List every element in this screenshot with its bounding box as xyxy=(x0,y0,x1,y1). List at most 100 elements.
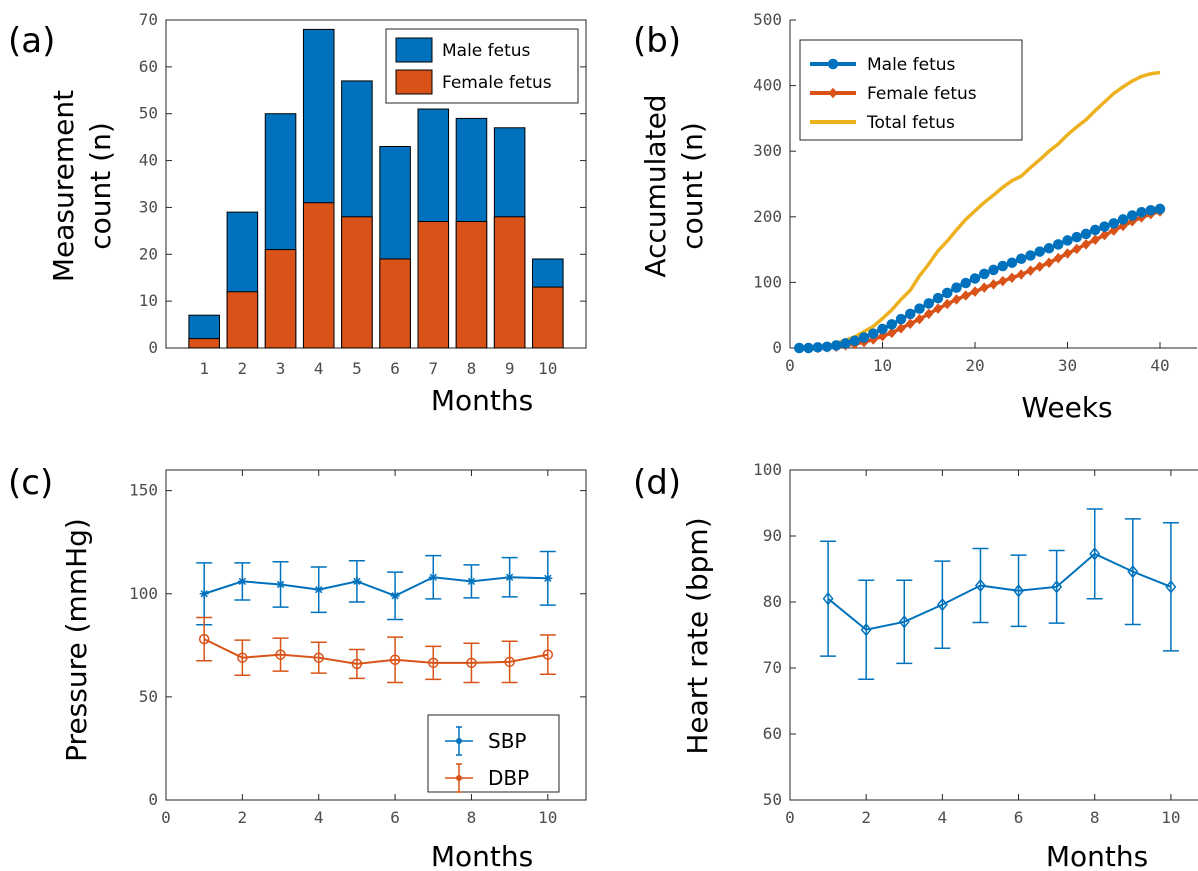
panel-a-xtick-label: 5 xyxy=(352,359,362,378)
series-point-female-fetus xyxy=(1109,225,1119,236)
panel-a-xtick-label: 1 xyxy=(199,359,209,378)
errorbar-dbp xyxy=(463,642,480,684)
errorbar-dbp xyxy=(501,640,518,684)
series-point-male-fetus xyxy=(1006,257,1018,268)
series-line-heart-rate xyxy=(827,552,1172,631)
panel-a-xtick-label: 2 xyxy=(238,359,248,378)
panel-c-xtick-label: 6 xyxy=(390,808,400,827)
panel-c-xtick-label: 10 xyxy=(538,808,557,827)
series-point-dbp xyxy=(275,649,286,660)
series-point-dbp xyxy=(313,652,324,663)
series-line-total-fetus xyxy=(799,70,1161,350)
panel-a-xtick-label: 6 xyxy=(390,359,400,378)
panel-a-label: (a) xyxy=(8,21,55,61)
panel-a-xtick-label: 9 xyxy=(505,359,515,378)
series-point-female-fetus xyxy=(1062,248,1073,259)
errorbar-heart-rate xyxy=(1048,549,1065,624)
panel-a-xtick-label: 10 xyxy=(538,359,557,378)
bar-female-fetus xyxy=(264,249,297,349)
series-point-male-fetus xyxy=(886,319,897,330)
series-point-heart-rate xyxy=(1127,564,1139,579)
series-point-female-fetus xyxy=(1016,269,1026,280)
bar-female-fetus xyxy=(417,220,450,349)
panel-a-xtick-label: 7 xyxy=(428,359,438,378)
bar-female-fetus xyxy=(493,216,526,349)
series-point-sbp xyxy=(466,576,476,586)
series-point-male-fetus xyxy=(858,332,870,343)
series-point-female-fetus xyxy=(1007,272,1017,284)
panel-a-ytick-label: 40 xyxy=(139,151,158,170)
errorbar-dbp xyxy=(196,616,213,662)
series-point-heart-rate xyxy=(1089,547,1101,561)
panel-c-label: (c) xyxy=(8,463,53,503)
errorbar-dbp xyxy=(387,636,404,684)
panel-c-legend-box xyxy=(427,714,560,793)
series-point-heart-rate xyxy=(1165,580,1177,594)
series-point-male-fetus xyxy=(997,260,1008,272)
errorbar-dbp xyxy=(348,648,365,680)
series-point-male-fetus xyxy=(979,268,990,280)
panel-b-ylabel-line2: count (n) xyxy=(676,122,709,250)
series-point-sbp xyxy=(390,591,400,601)
series-point-female-fetus xyxy=(961,290,971,301)
panel-c-xtick-label: 4 xyxy=(314,808,324,827)
errorbar-heart-rate xyxy=(1010,554,1027,628)
panel-b-xtick-label: 30 xyxy=(1058,356,1077,375)
panel-b-plot: 0 100 200 300 400 500 0 10 20 30 40 Male fetus Femal… xyxy=(753,10,1197,375)
errorbar-heart-rate xyxy=(820,540,837,657)
errorbar-heart-rate xyxy=(858,579,875,680)
panel-d-ytick-label: 50 xyxy=(763,790,782,809)
series-point-female-fetus xyxy=(988,279,999,290)
bar-female-fetus xyxy=(302,202,335,349)
series-point-female-fetus xyxy=(942,298,952,310)
series-point-male-fetus xyxy=(923,298,934,309)
series-point-male-fetus xyxy=(794,342,805,354)
series-point-heart-rate xyxy=(822,592,834,606)
panel-d-xtick-label: 10 xyxy=(1161,808,1180,827)
panel-a: (a) Measurement count (n) Months 0 10 20 30… xyxy=(8,10,587,417)
panel-b-legend-label: Male fetus xyxy=(867,55,956,75)
panel-d-plot: 50 60 70 80 90 100 0 2 4 6 8 10 xyxy=(753,460,1198,827)
panel-d-ytick-label: 90 xyxy=(763,526,782,545)
series-point-male-fetus xyxy=(932,292,944,304)
panel-a-plot: 0 10 20 30 40 50 60 70 1 2 3 4 5 6 7 8 9 10 Male fetus Fema… xyxy=(139,10,587,378)
panel-d-xtick-label: 0 xyxy=(785,808,795,827)
series-point-male-fetus xyxy=(942,287,953,299)
series-point-male-fetus xyxy=(803,342,814,354)
series-point-male-fetus xyxy=(1090,224,1101,236)
series-point-male-fetus xyxy=(914,303,925,314)
panel-a-ytick-label: 20 xyxy=(139,244,158,263)
panel-c-legend-label: DBP xyxy=(488,766,529,790)
series-point-female-fetus xyxy=(1025,265,1036,276)
series-point-male-fetus xyxy=(821,341,833,352)
panel-b-legend-label: Total fetus xyxy=(866,113,955,133)
bar-female-fetus xyxy=(341,216,373,349)
panel-a-ytick-label: 60 xyxy=(139,57,158,76)
series-point-heart-rate xyxy=(860,623,872,637)
series-point-female-fetus xyxy=(933,303,943,314)
bar-female-fetus xyxy=(455,220,488,349)
panel-a-legend-label: Male fetus xyxy=(442,41,531,61)
series-point-sbp xyxy=(543,573,553,583)
series-point-female-fetus xyxy=(905,318,915,329)
series-point-female-fetus xyxy=(998,275,1008,287)
series-point-heart-rate xyxy=(1051,580,1063,594)
series-point-male-fetus xyxy=(1099,221,1110,232)
series-point-male-fetus xyxy=(1117,214,1129,225)
panel-a-legend-swatch xyxy=(395,69,433,95)
series-point-male-fetus xyxy=(1071,231,1082,243)
panel-b: (b) Accumulated count (n) Weeks 01002003… xyxy=(633,10,1197,424)
panel-c-axes-box xyxy=(165,469,587,801)
errorbar-heart-rate xyxy=(1124,518,1141,626)
panel-c-legend: SBP DBP xyxy=(427,714,560,793)
series-point-male-fetus xyxy=(1154,203,1166,215)
series-point-female-fetus xyxy=(979,282,989,293)
series-point-sbp xyxy=(505,572,515,582)
series-line-dbp xyxy=(203,638,549,665)
panel-c-xlabel: Months xyxy=(431,840,533,871)
series-point-dbp xyxy=(542,649,554,660)
errorbar-heart-rate xyxy=(1162,522,1179,652)
series-point-female-fetus xyxy=(1053,252,1063,264)
errorbar-heart-rate xyxy=(972,547,989,624)
